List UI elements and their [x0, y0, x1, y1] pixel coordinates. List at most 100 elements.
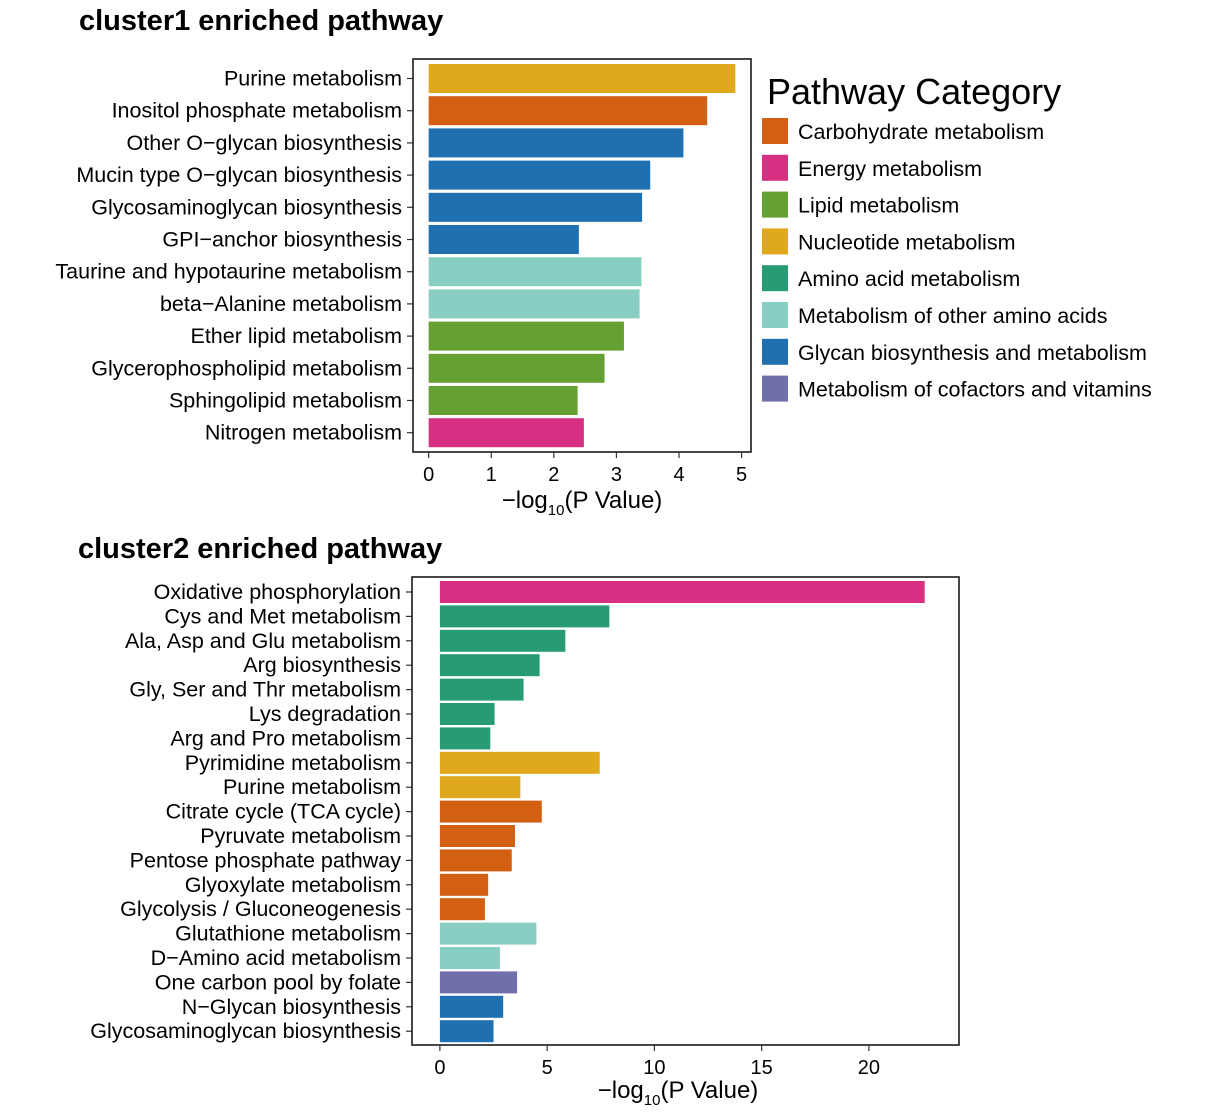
chart1-y-tick-label: beta−Alanine metabolism — [160, 292, 402, 316]
chart2-bar — [439, 922, 537, 945]
chart1-bar — [428, 321, 624, 351]
chart2-bar — [439, 727, 491, 750]
chart2-x-tick-label: 20 — [858, 1057, 880, 1079]
chart1-y-tick-label: Sphingolipid metabolism — [169, 389, 402, 413]
chart1-bar — [428, 257, 642, 287]
chart1-plot-frame — [412, 58, 752, 453]
chart2-bar — [439, 678, 524, 701]
chart1-x-tick-label: 5 — [736, 464, 747, 486]
chart2-x-axis: 0 5 10 15 20 — [434, 1045, 880, 1079]
chart1-y-tick-label: Purine metabolism — [224, 67, 402, 91]
chart2-bar — [439, 654, 540, 677]
legend-label: Metabolism of other amino acids — [798, 304, 1108, 328]
legend-label: Carbohydrate metabolism — [798, 120, 1044, 144]
chart2-y-tick-label: Ala, Asp and Glu metabolism — [125, 629, 401, 653]
chart2-y-tick-label: Pentose phosphate pathway — [130, 848, 402, 872]
legend-key — [762, 338, 788, 365]
chart2-plot-frame — [411, 576, 960, 1046]
chart2-y-tick-label: N−Glycan biosynthesis — [182, 995, 401, 1019]
chart2-y-tick-label: Arg biosynthesis — [243, 653, 401, 677]
chart1-x-tick-label: 2 — [548, 464, 559, 486]
chart2-bar — [439, 703, 495, 725]
chart1-bar — [428, 160, 651, 190]
chart2-y-tick-label: Glycolysis / Gluconeogenesis — [120, 897, 401, 921]
chart1-y-tick-label: Nitrogen metabolism — [205, 421, 402, 445]
chart2-y-tick-label: D−Amino acid metabolism — [151, 946, 401, 970]
legend-label: Glycan biosynthesis and metabolism — [798, 341, 1147, 365]
chart1-bar — [428, 225, 579, 254]
chart2-bar — [439, 776, 521, 799]
legend-key — [762, 265, 788, 292]
chart1-x-axis-label: −log10(P Value) — [502, 487, 663, 519]
chart1-x-tick-label: 1 — [486, 464, 497, 486]
chart1-bar — [428, 64, 736, 93]
chart2-bar — [439, 605, 610, 628]
legend: Carbohydrate metabolism Energy metabolism… — [762, 118, 1152, 402]
legend-key — [762, 302, 788, 328]
chart2-bar — [439, 800, 542, 823]
chart2-bar — [439, 849, 512, 872]
chart2-bar — [439, 825, 515, 847]
chart2-y-tick-label: Lys degradation — [249, 702, 401, 726]
chart1-y-tick-label: Ether lipid metabolism — [190, 324, 402, 348]
legend-key — [762, 228, 788, 255]
chart1-bar — [428, 128, 684, 158]
chart2-bar — [439, 581, 925, 603]
legend-title: Pathway Category — [767, 71, 1061, 112]
chart1-bar — [428, 418, 584, 448]
chart2-y-tick-label: Pyruvate metabolism — [200, 824, 401, 848]
chart1-bar — [428, 192, 643, 222]
legend-label: Energy metabolism — [798, 157, 982, 181]
chart2-title: cluster2 enriched pathway — [78, 533, 442, 565]
legend-label: Metabolism of cofactors and vitamins — [798, 378, 1152, 402]
chart1-x-tick-label: 0 — [423, 464, 434, 486]
chart1-x-tick-label: 4 — [673, 464, 684, 486]
chart2-y-tick-label: Citrate cycle (TCA cycle) — [166, 800, 401, 824]
chart2-bar — [439, 1020, 494, 1043]
chart1-y-tick-label: Glycosaminoglycan biosynthesis — [91, 195, 402, 219]
chart1-y-tick-label: Taurine and hypotaurine metabolism — [55, 260, 402, 284]
chart1-y-tick-label: Inositol phosphate metabolism — [112, 99, 402, 123]
chart2-y-tick-label: Glutathione metabolism — [175, 922, 401, 946]
chart2-y-tick-label: Gly, Ser and Thr metabolism — [129, 678, 401, 702]
chart2-y-tick-label: Purine metabolism — [223, 775, 401, 799]
chart2-x-axis-label: −log10(P Value) — [598, 1077, 759, 1109]
chart1-x-axis: 0 1 2 3 4 5 — [423, 452, 747, 486]
chart2-bar — [439, 995, 504, 1018]
legend-label: Nucleotide metabolism — [798, 230, 1016, 254]
legend-key — [762, 375, 788, 402]
chart1-bars — [428, 64, 736, 448]
chart2-bars — [439, 581, 925, 1043]
chart2-y-tick-label: Arg and Pro metabolism — [170, 726, 401, 750]
chart2-x-tick-label: 10 — [643, 1057, 665, 1079]
legend-key — [762, 118, 788, 144]
chart1-y-tick-labels: Purine metabolism Inositol phosphate meta… — [55, 67, 413, 445]
chart1-title: cluster1 enriched pathway — [79, 5, 443, 37]
chart2-y-tick-label: Cys and Met metabolism — [164, 604, 401, 628]
chart1-bar — [428, 353, 605, 383]
chart2-y-tick-label: Pyrimidine metabolism — [185, 751, 401, 775]
chart1-y-tick-label: GPI−anchor biosynthesis — [162, 228, 402, 252]
chart2-bar — [439, 751, 600, 774]
chart1-bar — [428, 386, 578, 415]
chart2-bar — [439, 971, 518, 994]
chart1-x-tick-label: 3 — [611, 464, 622, 486]
legend-key — [762, 191, 788, 218]
legend-label: Amino acid metabolism — [798, 267, 1020, 291]
legend-key — [762, 154, 788, 181]
chart1-y-tick-label: Mucin type O−glycan biosynthesis — [76, 163, 402, 187]
chart2-y-tick-label: Glyoxylate metabolism — [185, 873, 401, 897]
chart1-bar — [428, 96, 708, 126]
chart2-bar — [439, 898, 485, 921]
chart2-y-tick-label: Glycosaminoglycan biosynthesis — [90, 1019, 401, 1043]
chart2-y-tick-label: One carbon pool by folate — [155, 970, 401, 994]
chart2-x-tick-label: 15 — [751, 1057, 773, 1079]
chart2-x-tick-label: 5 — [542, 1057, 553, 1079]
chart2-y-tick-label: Oxidative phosphorylation — [154, 580, 401, 604]
chart2-x-tick-label: 0 — [434, 1057, 445, 1079]
legend-label: Lipid metabolism — [798, 194, 959, 218]
chart2-bar — [439, 873, 489, 896]
chart2-bar — [439, 629, 566, 652]
